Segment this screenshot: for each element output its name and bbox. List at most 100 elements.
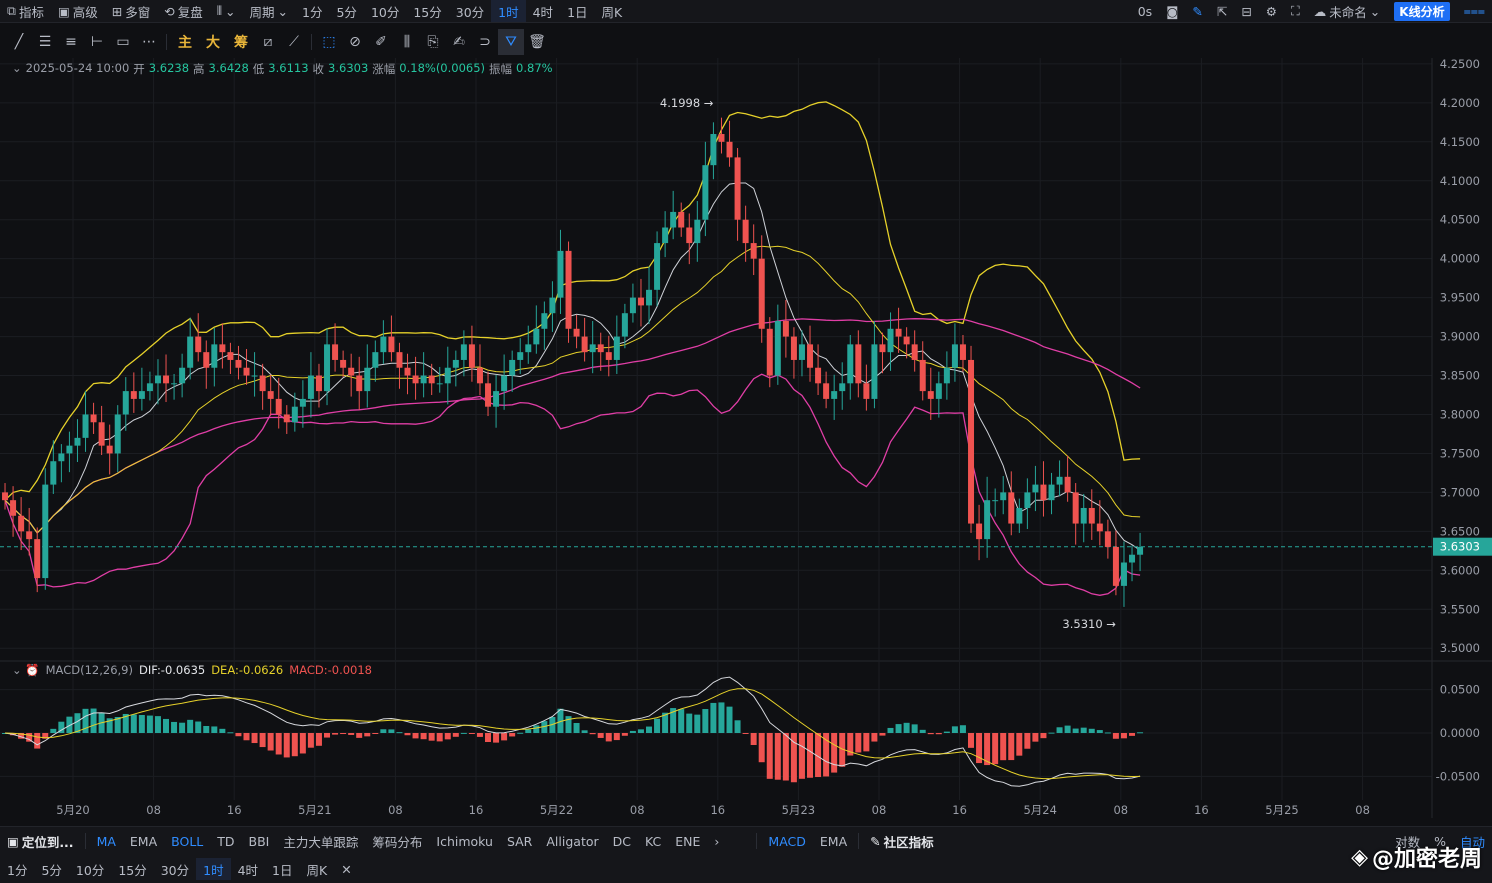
period-4h[interactable]: 4时 — [532, 4, 554, 20]
period-1h[interactable]: 1时 — [491, 0, 526, 22]
indicator-button[interactable]: ⧉ 指标 — [7, 3, 44, 20]
candle-body — [195, 336, 202, 353]
community-indicator-button[interactable]: ✎ 社区指标 — [870, 833, 934, 850]
macd-histogram-bar — [774, 733, 781, 780]
candle-body — [670, 211, 677, 228]
auto-scale-toggle[interactable]: 自动 — [1459, 834, 1485, 850]
advanced-button[interactable]: ▣ 高级 — [57, 3, 98, 20]
candles-icon[interactable]: ⫼ — [403, 34, 411, 50]
indicator-ene[interactable]: ENE — [675, 833, 701, 849]
log-scale-toggle[interactable]: 对数 — [1395, 834, 1421, 850]
measure-icon[interactable]: ⧄ — [263, 34, 273, 50]
indicator-td[interactable]: TD — [217, 833, 235, 849]
parallel-lines-icon[interactable]: ≡ — [65, 34, 77, 50]
candle-body — [1120, 562, 1127, 586]
ruler-icon[interactable]: ⊘ — [349, 34, 361, 50]
indicator-boll[interactable]: BOLL — [171, 833, 204, 849]
macd-histogram-bar — [903, 722, 910, 733]
close-icon[interactable]: ✕ — [341, 861, 352, 877]
indicator-chip[interactable]: 筹码分布 — [372, 834, 423, 850]
clipboard-icon[interactable]: ⎘ — [427, 34, 439, 50]
time-tick: 16 — [1194, 803, 1209, 817]
camera-icon[interactable]: ◙ — [1166, 3, 1179, 19]
macd-histogram-bar — [460, 732, 467, 734]
indicator-ma[interactable]: MA — [96, 833, 116, 849]
multi-window-button[interactable]: ⊞ 多窗 — [111, 3, 151, 20]
indicator-bbi[interactable]: BBI — [248, 833, 270, 849]
candle-body — [114, 414, 121, 454]
indicator-ema[interactable]: EMA — [129, 833, 158, 849]
period-1h[interactable]: 1时 — [196, 858, 231, 880]
period-10m[interactable]: 10分 — [370, 4, 400, 20]
price-axis[interactable]: 4.2500 4.2000 4.1500 4.1000 4.0500 4.0000 3.95… — [1433, 58, 1492, 783]
period-15m[interactable]: 15分 — [118, 862, 147, 878]
period-5m[interactable]: 5分 — [336, 4, 357, 20]
draw-icon[interactable]: ✎ — [1192, 3, 1203, 19]
indicator-sar[interactable]: SAR — [506, 833, 533, 849]
macd-toggle-icon[interactable]: ⌄ ⏰ — [12, 663, 40, 677]
period-dropdown[interactable]: 周期 ⌄ — [249, 3, 289, 20]
fullscreen-icon[interactable]: ⛶ — [1291, 3, 1300, 18]
settings-icon[interactable]: ⚙ — [1265, 3, 1278, 19]
note-icon[interactable]: ✍ — [453, 34, 465, 50]
period-4h[interactable]: 4时 — [237, 862, 259, 878]
period-10m[interactable]: 10分 — [75, 862, 105, 878]
export-icon[interactable]: ⇱ — [1216, 3, 1228, 19]
period-15m[interactable]: 15分 — [413, 4, 442, 20]
share-icon[interactable]: ⩶ — [1463, 3, 1485, 18]
magnet-icon[interactable]: ⊃ — [479, 34, 491, 50]
chip-button[interactable]: 筹 — [234, 35, 248, 51]
open-value: 3.6238 — [148, 61, 190, 75]
candle-body — [187, 336, 194, 368]
chart-type-button[interactable]: ⫴ ⌄ — [210, 3, 243, 19]
brush-icon[interactable]: ⟋ — [289, 34, 299, 50]
candle-body — [766, 328, 773, 376]
replay-button[interactable]: ⟲ 复盘 — [164, 3, 203, 20]
price-chart[interactable]: 4.2500 4.2000 4.1500 4.1000 4.0500 4.0000 3.95… — [0, 58, 1492, 826]
indicator-alligator[interactable]: Alligator — [546, 833, 599, 849]
period-1d[interactable]: 1日 — [567, 4, 588, 20]
trend-line-icon[interactable]: ╱ — [14, 34, 24, 50]
period-30m[interactable]: 30分 — [455, 4, 485, 20]
filter-icon[interactable]: ⛛ — [498, 29, 524, 55]
locate-button[interactable]: ▣ 定位到... — [7, 833, 74, 850]
indicator-kc[interactable]: KC — [645, 833, 662, 849]
layout-name-dropdown[interactable]: ☁ 未命名 ⌄ — [1313, 3, 1381, 20]
candle-body — [621, 313, 628, 337]
indicator-main-force[interactable]: 主力大单跟踪 — [283, 834, 359, 850]
candle-body — [742, 219, 749, 244]
candle-body — [203, 352, 210, 368]
period-1w[interactable]: 周K — [601, 4, 623, 20]
ray-icon[interactable]: ⊢ — [90, 34, 104, 50]
indicator-dc[interactable]: DC — [612, 833, 631, 849]
macd-histogram-bar — [251, 733, 258, 744]
percent-scale-toggle[interactable]: % — [1434, 833, 1446, 849]
period-1m[interactable]: 1分 — [7, 862, 28, 878]
chevron-right-icon[interactable]: › — [714, 833, 720, 849]
horizontal-lines-icon[interactable]: ☰ — [38, 34, 52, 50]
more-icon[interactable]: ⋯ — [142, 34, 156, 50]
period-1d[interactable]: 1日 — [272, 862, 293, 878]
candle-body — [678, 211, 685, 228]
indicator-ichimoku[interactable]: Ichimoku — [436, 833, 493, 849]
select-icon[interactable]: ⬚ — [322, 34, 336, 50]
save-icon[interactable]: ⊟ — [1241, 3, 1252, 19]
trash-icon[interactable]: 🗑 — [528, 34, 546, 50]
candle-body — [992, 500, 999, 502]
big-order-button[interactable]: 大 — [206, 35, 220, 51]
pencil-icon[interactable]: ✐ — [375, 34, 387, 50]
sub-indicator-macd[interactable]: MACD — [768, 833, 806, 849]
period-5m[interactable]: 5分 — [41, 862, 62, 878]
main-force-button[interactable]: 主 — [178, 35, 192, 51]
period-1m[interactable]: 1分 — [302, 4, 323, 20]
grid — [0, 58, 1492, 818]
kline-analysis-button[interactable]: K线分析 — [1387, 1, 1456, 21]
legend-toggle-icon[interactable]: ⌄ — [12, 61, 22, 75]
time-axis[interactable]: 5月20 08 16 5月21 08 16 5月22 08 16 5月23 08 16 5月24 08 16… — [56, 803, 1370, 817]
period-1w[interactable]: 周K — [306, 862, 328, 878]
macd-histogram-bar — [1040, 733, 1047, 739]
candle-body — [782, 320, 789, 337]
sub-indicator-ema[interactable]: EMA — [819, 833, 848, 849]
period-30m[interactable]: 30分 — [160, 862, 190, 878]
rectangle-icon[interactable]: ▭ — [116, 34, 130, 50]
